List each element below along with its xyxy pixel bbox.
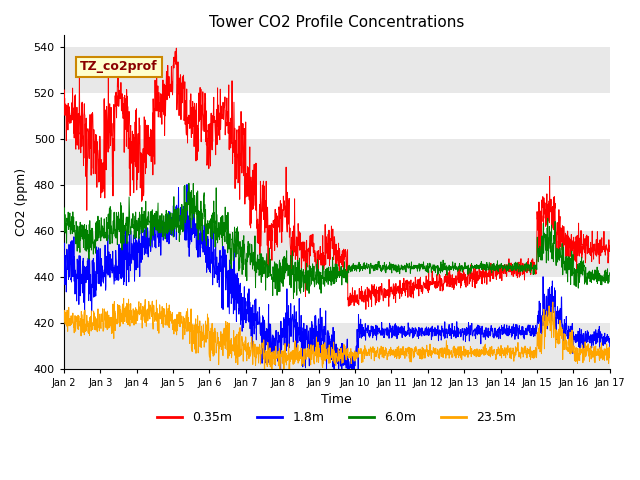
Text: TZ_co2prof: TZ_co2prof	[80, 60, 158, 73]
Bar	[64, 139, 610, 185]
Bar	[64, 231, 610, 276]
Bar	[64, 276, 610, 323]
X-axis label: Time: Time	[321, 393, 352, 406]
Bar	[64, 47, 610, 93]
Legend: 0.35m, 1.8m, 6.0m, 23.5m: 0.35m, 1.8m, 6.0m, 23.5m	[152, 406, 521, 429]
Y-axis label: CO2 (ppm): CO2 (ppm)	[15, 168, 28, 236]
Bar	[64, 185, 610, 231]
Bar	[64, 93, 610, 139]
Bar	[64, 323, 610, 369]
Title: Tower CO2 Profile Concentrations: Tower CO2 Profile Concentrations	[209, 15, 465, 30]
